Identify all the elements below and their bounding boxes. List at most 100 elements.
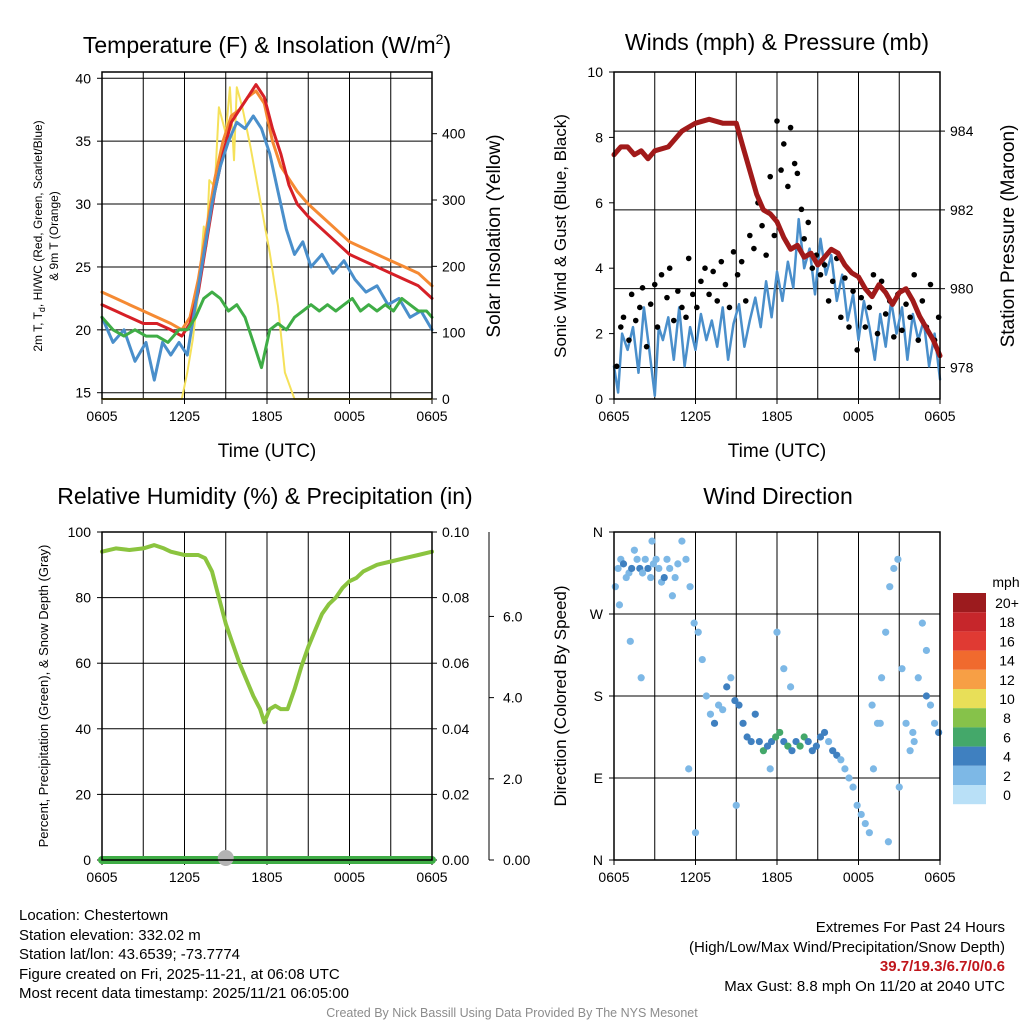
gust-point (846, 324, 852, 330)
colorbar-label: 12 (999, 672, 1015, 688)
colorbar-label: 18 (999, 614, 1015, 630)
colorbar-label: 0 (1003, 787, 1011, 803)
direction-point (918, 619, 926, 627)
direction-point (876, 719, 884, 727)
direction-point (719, 706, 727, 714)
gust-point (821, 262, 828, 268)
direction-point (671, 573, 679, 582)
direction-point (647, 573, 655, 582)
gust-point (858, 294, 865, 301)
gust-point (734, 271, 741, 278)
gust-point (679, 304, 685, 311)
temp-series-blue (100, 114, 434, 382)
gust-point (780, 141, 787, 147)
snow-depth-marker (217, 850, 234, 866)
wind-frame (613, 71, 941, 400)
gust-point (794, 170, 801, 177)
extremes-values: 39.7/19.3/6.7/0/0.6 (879, 958, 1005, 976)
dir-ytick-label: N (593, 852, 603, 868)
colorbar-label: 6 (1003, 729, 1011, 745)
gust-point (685, 255, 692, 262)
wind-y2tick-label: 982 (950, 202, 974, 218)
gust-point (899, 327, 905, 334)
colorbar-swatch (953, 593, 986, 613)
gust-point (787, 124, 794, 131)
gust-point (882, 311, 889, 317)
rh-ytick-label: 40 (75, 721, 91, 737)
gust-point (654, 324, 661, 330)
rh-xtick-label: 1205 (169, 869, 200, 885)
gust-point (626, 337, 632, 343)
temp-xtick-label: 1805 (251, 408, 282, 424)
rh-series-humidity (100, 543, 434, 725)
temp-y2tick-label: 200 (442, 258, 466, 274)
dir-xtick-label: 0005 (843, 869, 874, 885)
gust-point (825, 298, 832, 304)
gust-point (759, 222, 765, 229)
dir-xtick-label: 1805 (761, 869, 792, 885)
colorbar-label: 2 (1003, 768, 1011, 784)
direction-point (853, 801, 861, 809)
colorbar-swatch (953, 689, 986, 709)
rh-ytick-label: 100 (68, 524, 92, 540)
colorbar-swatch (953, 746, 986, 766)
direction-point (690, 619, 698, 627)
direction-point (935, 728, 943, 737)
direction-point (666, 564, 674, 573)
rh-ylabel: Percent, Precipitation (Green), & Snow D… (36, 545, 51, 848)
temp-y2tick-label: 100 (442, 325, 466, 341)
extremes-subtitle: (High/Low/Max Wind/Precipitation/Snow De… (689, 938, 1005, 956)
temp-ylabel-part: , HI/WC (Red, Green, Scarlet/Blue) (31, 120, 45, 307)
gust-point (903, 301, 909, 307)
gust-point (747, 232, 753, 239)
gust-point (791, 160, 798, 167)
direction-point (723, 683, 731, 691)
figure-created-text: Figure created on Fri, 2025-11-21, at 06… (19, 965, 340, 983)
rh-frame (101, 531, 433, 861)
wind-ytick-label: 4 (595, 260, 603, 276)
direction-point (633, 555, 641, 563)
direction-point (898, 665, 906, 673)
direction-point (906, 747, 914, 755)
direction-point (694, 628, 702, 636)
direction-point (786, 683, 795, 691)
gust-point (613, 363, 620, 370)
direction-point (648, 537, 656, 545)
location-text: Location: Chestertown (19, 907, 169, 924)
gust-point (809, 265, 816, 272)
direction-point (644, 564, 652, 573)
direction-point (751, 710, 759, 718)
temp-series-green (100, 290, 434, 370)
gust-point (710, 268, 716, 275)
gust-point (628, 291, 635, 298)
direction-point (776, 728, 784, 737)
wind-gust-points (613, 118, 942, 370)
direction-point (660, 573, 668, 582)
temp-ytick-label: 20 (75, 322, 91, 338)
direction-point (861, 819, 869, 828)
wind-xtick-label: 1205 (680, 408, 711, 424)
gust-point (829, 278, 836, 285)
wind-ytick-label: 10 (587, 64, 603, 80)
wind-y2tick-label: 984 (950, 123, 974, 139)
temp-ylabel-part: 2m T, T (31, 311, 45, 351)
direction-point (615, 601, 624, 609)
dir-ytick-label: E (594, 770, 603, 786)
dir-frame (613, 531, 941, 861)
gust-point (751, 245, 757, 252)
direction-point (922, 646, 931, 655)
rh-ytick-label: 60 (75, 655, 91, 671)
gust-point (698, 278, 704, 285)
colorbar-swatch (953, 650, 986, 670)
gust-point (774, 118, 780, 124)
direction-point (788, 747, 796, 755)
temp-series-red (100, 83, 434, 338)
gust-point (643, 343, 650, 350)
direction-point (841, 765, 849, 773)
dir-xtick-label: 0605 (598, 869, 629, 885)
colorbar-label: 8 (1003, 710, 1011, 726)
wind-title: Winds (mph) & Pressure (mb) (625, 29, 929, 55)
gust-point (738, 258, 745, 265)
direction-point (804, 737, 812, 746)
